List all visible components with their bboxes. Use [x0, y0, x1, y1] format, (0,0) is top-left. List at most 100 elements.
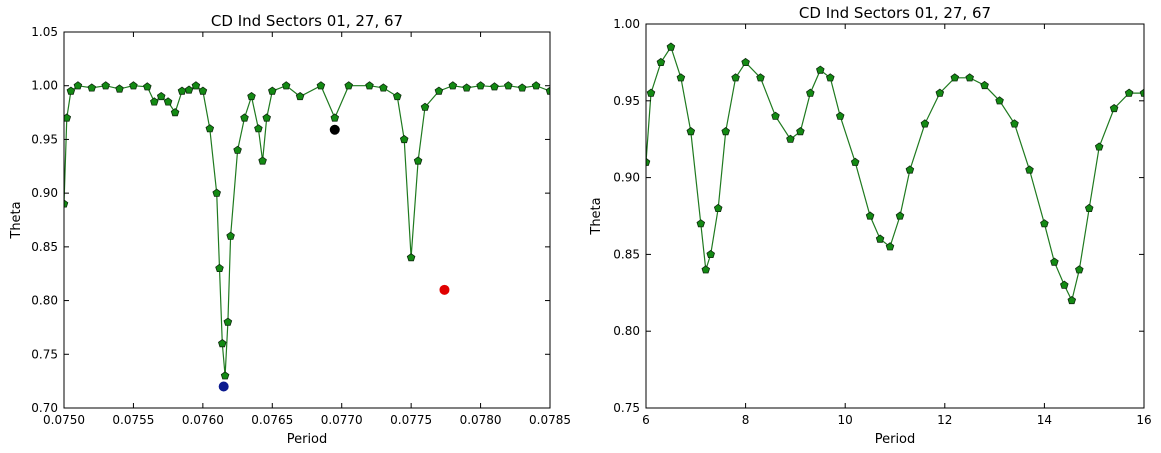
data-point — [448, 81, 458, 90]
x-axis-label: Period — [875, 432, 916, 447]
x-tick-label: 0.0780 — [460, 413, 502, 427]
data-point — [295, 92, 305, 101]
data-point — [1075, 265, 1084, 274]
data-point — [215, 263, 224, 273]
data-point — [64, 199, 69, 208]
plot-area — [646, 42, 1144, 305]
data-point — [531, 81, 541, 90]
data-point — [796, 127, 805, 136]
data-point — [504, 81, 513, 90]
data-point — [1139, 88, 1144, 97]
data-point — [212, 188, 221, 197]
data-point — [895, 211, 905, 220]
data-point — [806, 88, 815, 97]
data-point — [115, 84, 124, 93]
data-point — [316, 81, 326, 90]
data-point — [1025, 165, 1034, 174]
x-tick-label: 0.0770 — [321, 413, 363, 427]
data-point — [965, 73, 974, 82]
data-point — [786, 134, 795, 143]
chart-right: CD Ind Sectors 01, 27, 67 6 8 10 12 14 16 0.7… — [589, 4, 1152, 447]
data-point — [1060, 280, 1069, 289]
x-tick-label: 12 — [937, 413, 952, 427]
data-point — [198, 86, 208, 95]
data-point — [281, 81, 291, 90]
data-point — [713, 203, 723, 213]
data-point — [262, 113, 271, 122]
plot-area — [64, 81, 550, 392]
series-line — [64, 84, 550, 376]
data-point — [920, 119, 930, 128]
data-point — [656, 57, 666, 66]
x-tick-label: 16 — [1136, 413, 1151, 427]
data-point — [905, 165, 915, 174]
data-point — [379, 83, 388, 92]
y-tick-label: 0.95 — [613, 94, 640, 108]
highlight-point-black — [329, 124, 340, 135]
data-point — [816, 65, 825, 74]
data-point — [66, 86, 76, 95]
data-point — [218, 339, 227, 348]
data-point — [696, 219, 706, 228]
data-point — [254, 124, 263, 133]
data-point — [865, 211, 875, 220]
data-point — [434, 86, 444, 95]
y-tick-label: 0.90 — [31, 186, 58, 200]
x-tick-label: 0.0755 — [112, 413, 154, 427]
data-point — [156, 92, 166, 101]
data-point — [462, 83, 471, 92]
y-tick-label: 0.75 — [613, 401, 640, 415]
y-tick-label: 0.75 — [31, 347, 58, 361]
y-tick-label: 1.00 — [613, 17, 640, 31]
data-point — [1094, 142, 1104, 151]
x-tick-label: 0.0765 — [251, 413, 293, 427]
data-point — [87, 83, 97, 92]
data-point — [686, 127, 696, 136]
data-point — [721, 127, 730, 136]
x-tick-label: 8 — [742, 413, 750, 427]
data-point — [1010, 119, 1019, 128]
data-point — [950, 73, 960, 82]
x-tick-label: 0.0775 — [390, 413, 432, 427]
data-point — [476, 81, 485, 90]
highlight-point-blue — [218, 381, 229, 392]
data-point — [177, 86, 187, 95]
data-point — [233, 145, 242, 154]
x-tick-label: 0.0785 — [529, 413, 571, 427]
data-point — [771, 111, 780, 120]
data-point — [163, 97, 173, 106]
data-point — [344, 81, 353, 90]
y-axis-label: Theta — [589, 197, 604, 235]
data-point — [835, 111, 845, 120]
data-point — [143, 82, 152, 91]
data-point — [406, 253, 416, 262]
chart-left: CD Ind Sectors 01, 27, 67 0.0750 0.0755 0.… — [9, 12, 571, 447]
x-tick-label: 0.0750 — [43, 413, 85, 427]
x-axis: 6 8 10 12 14 16 — [642, 24, 1152, 427]
highlight-point-red — [439, 284, 450, 295]
data-point — [240, 113, 249, 122]
axes-frame — [645, 23, 1145, 409]
y-axis: 0.70 0.75 0.80 0.85 0.90 0.95 1.00 1.05 — [31, 25, 550, 415]
data-point — [517, 83, 527, 92]
y-tick-label: 0.80 — [613, 324, 640, 338]
x-axis: 0.0750 0.0755 0.0760 0.0765 0.0770 0.0775 0.07… — [43, 32, 571, 427]
y-tick-label: 0.90 — [613, 171, 640, 185]
data-point — [826, 73, 835, 82]
data-point — [935, 88, 945, 97]
data-point — [226, 231, 235, 240]
data-point — [268, 86, 277, 95]
data-point — [980, 80, 989, 90]
data-point — [646, 157, 651, 166]
data-point — [490, 82, 499, 91]
data-point — [247, 92, 256, 101]
chart-title: CD Ind Sectors 01, 27, 67 — [211, 12, 403, 30]
data-point — [756, 73, 765, 82]
y-axis-label: Theta — [9, 201, 24, 239]
data-point — [170, 108, 180, 117]
data-point — [365, 81, 374, 90]
y-axis: 0.75 0.80 0.85 0.90 0.95 1.00 — [613, 17, 1144, 415]
data-point — [875, 234, 885, 243]
x-tick-label: 0.0760 — [182, 413, 224, 427]
data-point — [1084, 203, 1094, 213]
